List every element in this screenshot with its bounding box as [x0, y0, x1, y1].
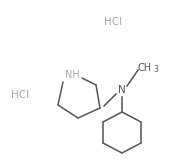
Text: N: N	[118, 85, 126, 95]
Text: HCl: HCl	[11, 90, 29, 100]
Text: HCl: HCl	[104, 17, 122, 27]
Text: 3: 3	[153, 65, 158, 74]
Text: NH: NH	[65, 70, 79, 80]
Text: CH: CH	[138, 63, 152, 73]
